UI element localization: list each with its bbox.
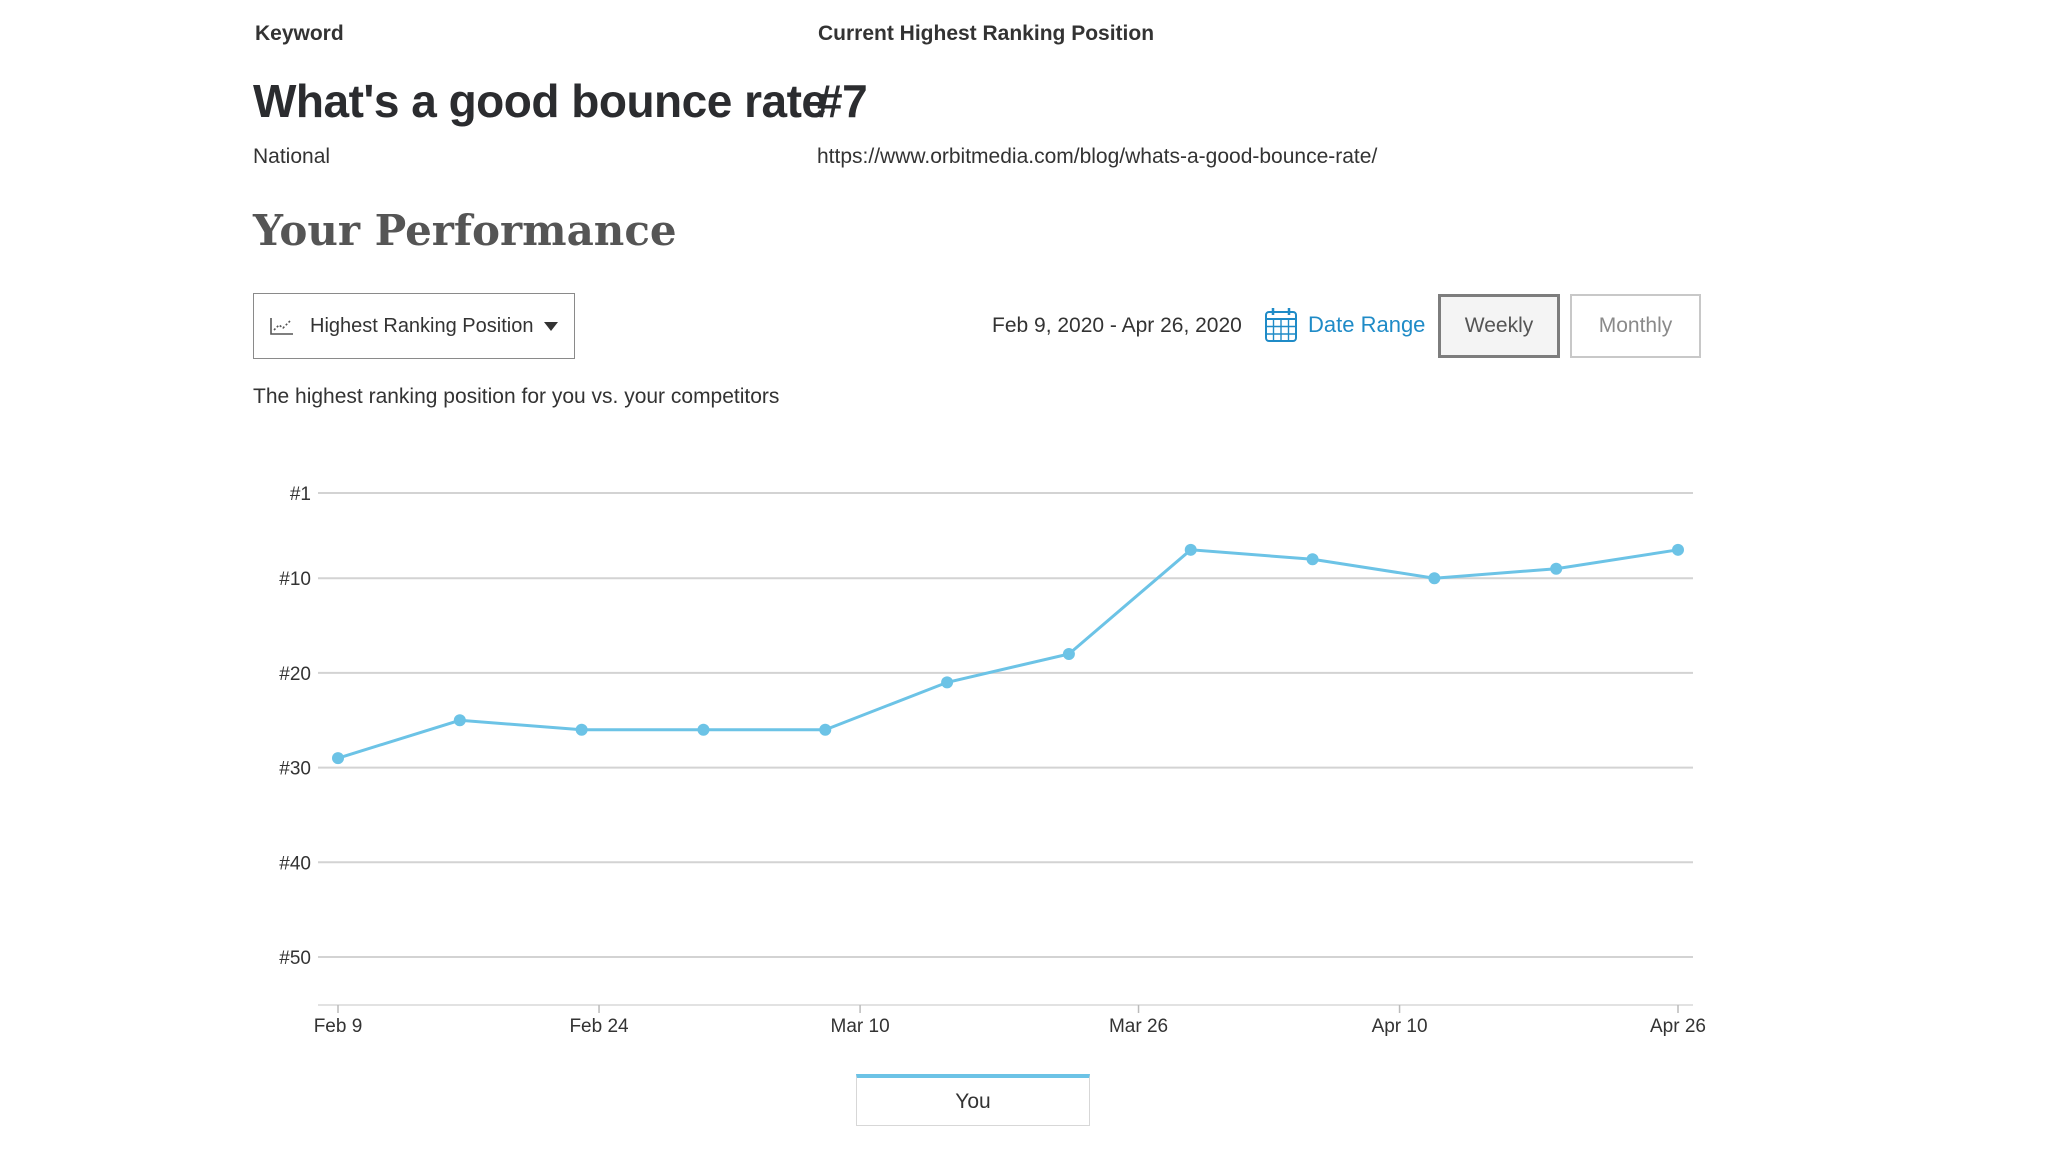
position-label: Current Highest Ranking Position: [818, 22, 1155, 45]
data-point[interactable]: [1306, 553, 1319, 566]
metric-dropdown[interactable]: Highest Ranking Position: [253, 293, 575, 359]
keyword-label: Keyword: [255, 22, 344, 45]
data-point[interactable]: [941, 676, 954, 689]
x-tick-label: Mar 10: [831, 1016, 890, 1037]
x-tick-label: Feb 9: [314, 1016, 363, 1037]
monthly-button[interactable]: Monthly: [1570, 294, 1701, 358]
calendar-icon: [1265, 308, 1297, 342]
y-tick-label: #10: [279, 569, 311, 590]
date-range-label: Date Range: [1308, 312, 1426, 337]
chevron-down-icon: [544, 321, 558, 331]
x-tick-label: Mar 26: [1109, 1016, 1168, 1037]
y-tick-label: #20: [279, 664, 311, 685]
data-point[interactable]: [332, 752, 344, 765]
data-point[interactable]: [1428, 572, 1441, 585]
data-point[interactable]: [1062, 647, 1075, 660]
line-chart-icon: [270, 318, 293, 335]
data-point[interactable]: [1550, 562, 1563, 575]
x-tick-label: Apr 10: [1372, 1016, 1428, 1037]
y-tick-label: #40: [279, 853, 311, 874]
data-point[interactable]: [1672, 543, 1684, 556]
metric-dropdown-label: Highest Ranking Position: [310, 314, 534, 337]
section-title: Your Performance: [253, 206, 677, 255]
current-position: #7: [817, 75, 868, 127]
legend-item-you[interactable]: You: [856, 1074, 1090, 1126]
data-point[interactable]: [819, 723, 832, 736]
y-tick-label: #1: [290, 484, 311, 505]
y-tick-label: #30: [279, 759, 311, 780]
data-point[interactable]: [697, 723, 710, 736]
date-range-text: Feb 9, 2020 - Apr 26, 2020: [992, 314, 1242, 337]
ranking-url[interactable]: https://www.orbitmedia.com/blog/whats-a-…: [817, 145, 1378, 168]
legend-label: You: [955, 1089, 991, 1113]
y-tick-label: #50: [279, 948, 311, 969]
location-label: National: [253, 145, 331, 168]
data-point[interactable]: [575, 723, 588, 736]
data-point[interactable]: [453, 714, 466, 727]
series-line-you: [337, 548, 1679, 760]
chart-description: The highest ranking position for you vs.…: [253, 385, 780, 408]
x-tick-label: Apr 26: [1650, 1016, 1706, 1037]
data-point[interactable]: [1184, 543, 1197, 556]
x-tick-label: Feb 24: [569, 1016, 629, 1037]
keyword-title: What's a good bounce rate: [253, 75, 827, 127]
weekly-button[interactable]: Weekly: [1438, 294, 1560, 358]
date-range-button[interactable]: Date Range: [1264, 307, 1425, 343]
